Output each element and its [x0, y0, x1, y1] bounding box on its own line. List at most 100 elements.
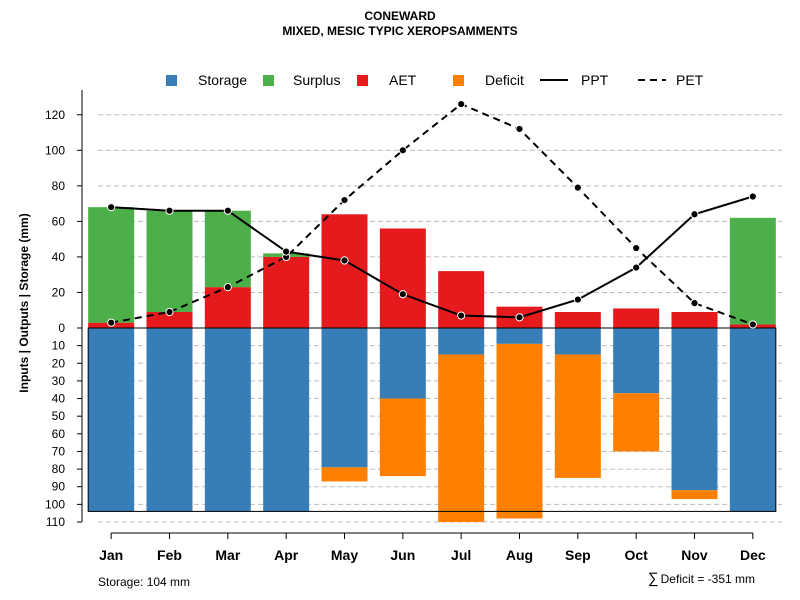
bar-storage-jul [438, 328, 485, 355]
point-pet-dec [748, 320, 757, 329]
y-tick-label-lower-10: 10 [52, 339, 66, 353]
bar-surplus-mar [204, 210, 251, 288]
point-ppt-may [340, 256, 349, 265]
point-pet-may [340, 195, 349, 205]
legend-swatch-deficit [453, 75, 464, 86]
x-tick-label-dec: Dec [740, 547, 766, 563]
point-ppt-mar [223, 206, 232, 215]
bar-aet-may [321, 214, 368, 328]
x-tick-label-aug: Aug [506, 547, 533, 563]
point-pet-jul [457, 100, 466, 109]
x-tick-label-mar: Mar [215, 547, 240, 563]
legend-swatch-storage [166, 75, 177, 86]
bar-deficit-aug [496, 343, 543, 519]
point-pet-jun [398, 146, 407, 155]
x-tick-label-sep: Sep [565, 547, 591, 563]
bar-storage-feb [146, 328, 193, 512]
point-pet-mar [223, 283, 232, 292]
bar-aet-jun [379, 228, 426, 328]
point-ppt-aug [515, 313, 524, 322]
point-ppt-sep [573, 295, 582, 304]
point-ppt-jan [107, 203, 116, 212]
lines [107, 100, 757, 329]
y-tick-label-upper-100: 100 [45, 143, 65, 157]
legend-label-pet: PET [676, 72, 704, 88]
y-axis-label: Inputs | Outputs | Storage (mm) [17, 213, 31, 392]
y-tick-label-lower-30: 30 [52, 374, 66, 388]
point-pet-jan [107, 318, 116, 327]
x-tick-label-apr: Apr [274, 547, 299, 563]
y-tick-label-lower-20: 20 [52, 356, 66, 370]
axes: 0 20 40 60 80 100 120 10 20 30 40 50 60 70 80 90 100 110 I… [17, 90, 766, 563]
bar-storage-oct [613, 328, 660, 394]
deficit-note-text: Deficit = -351 mm [660, 572, 755, 586]
y-tick-label-upper-60: 60 [52, 214, 66, 228]
bar-storage-mar [204, 328, 251, 512]
bar-aet-feb [146, 312, 193, 328]
point-ppt-oct [632, 263, 641, 272]
bar-storage-jan [88, 328, 135, 512]
legend-label-storage: Storage [198, 72, 247, 88]
bar-storage-dec [729, 328, 776, 512]
bar-storage-nov [671, 328, 718, 491]
bar-storage-jun [379, 328, 426, 399]
bar-deficit-jun [379, 398, 426, 477]
point-pet-oct [632, 243, 641, 253]
bars [87, 207, 777, 522]
point-pet-sep [573, 183, 582, 192]
bar-aet-sep [554, 312, 601, 328]
bar-aet-oct [613, 308, 660, 328]
line-ppt [111, 195, 754, 319]
x-tick-label-jan: Jan [99, 547, 123, 563]
point-ppt-jul [457, 311, 466, 320]
legend-label-surplus: Surplus [293, 72, 340, 88]
x-tick-label-feb: Feb [157, 547, 182, 563]
bar-deficit-jul [438, 354, 485, 522]
y-tick-label-lower-50: 50 [52, 409, 66, 423]
legend-label-ppt: PPT [581, 72, 609, 88]
deficit-note: ∑ Deficit = -351 mm [648, 570, 755, 587]
bar-aet-apr [263, 256, 310, 328]
y-tick-label-upper-20: 20 [52, 285, 66, 299]
chart-title: CONEWARD [364, 9, 436, 23]
bar-surplus-dec [729, 217, 776, 325]
bar-deficit-may [321, 467, 368, 482]
bar-storage-apr [263, 328, 310, 512]
sigma-symbol: ∑ [647, 570, 659, 587]
y-tick-label-lower-100: 100 [45, 497, 65, 511]
point-ppt-jun [398, 290, 407, 299]
bar-storage-aug [496, 328, 543, 344]
y-tick-label-lower-40: 40 [52, 392, 66, 406]
legend-label-deficit: Deficit [485, 72, 524, 88]
x-tick-label-jul: Jul [451, 547, 471, 563]
legend: Storage Surplus AET Deficit PPT PET [166, 72, 704, 88]
x-tick-label-may: May [331, 547, 358, 563]
x-tick-label-oct: Oct [624, 547, 648, 563]
legend-swatch-surplus [263, 75, 274, 86]
bar-aet-nov [671, 312, 718, 328]
bar-deficit-oct [613, 393, 660, 452]
point-pet-aug [515, 124, 524, 134]
bar-deficit-sep [554, 354, 601, 478]
bar-aet-mar [204, 287, 251, 328]
y-tick-label-lower-110: 110 [46, 515, 65, 529]
line-pet [110, 102, 754, 326]
point-pet-nov [690, 299, 699, 308]
point-ppt-feb [165, 206, 174, 215]
y-tick-label-lower-70: 70 [52, 444, 66, 458]
legend-swatch-aet [357, 75, 368, 86]
legend-label-aet: AET [389, 72, 417, 88]
x-tick-label-nov: Nov [681, 547, 708, 563]
y-tick-label-lower-90: 90 [52, 480, 66, 494]
storage-note: Storage: 104 mm [98, 575, 191, 589]
point-ppt-apr [282, 247, 291, 256]
y-tick-label-lower-60: 60 [52, 427, 66, 441]
point-ppt-nov [690, 210, 699, 219]
bar-surplus-jan [88, 207, 135, 323]
bar-deficit-nov [671, 490, 718, 500]
x-tick-label-jun: Jun [390, 547, 415, 563]
point-ppt-dec [748, 192, 757, 201]
y-tick-label-upper-0: 0 [58, 321, 65, 335]
point-pet-feb [165, 307, 174, 317]
